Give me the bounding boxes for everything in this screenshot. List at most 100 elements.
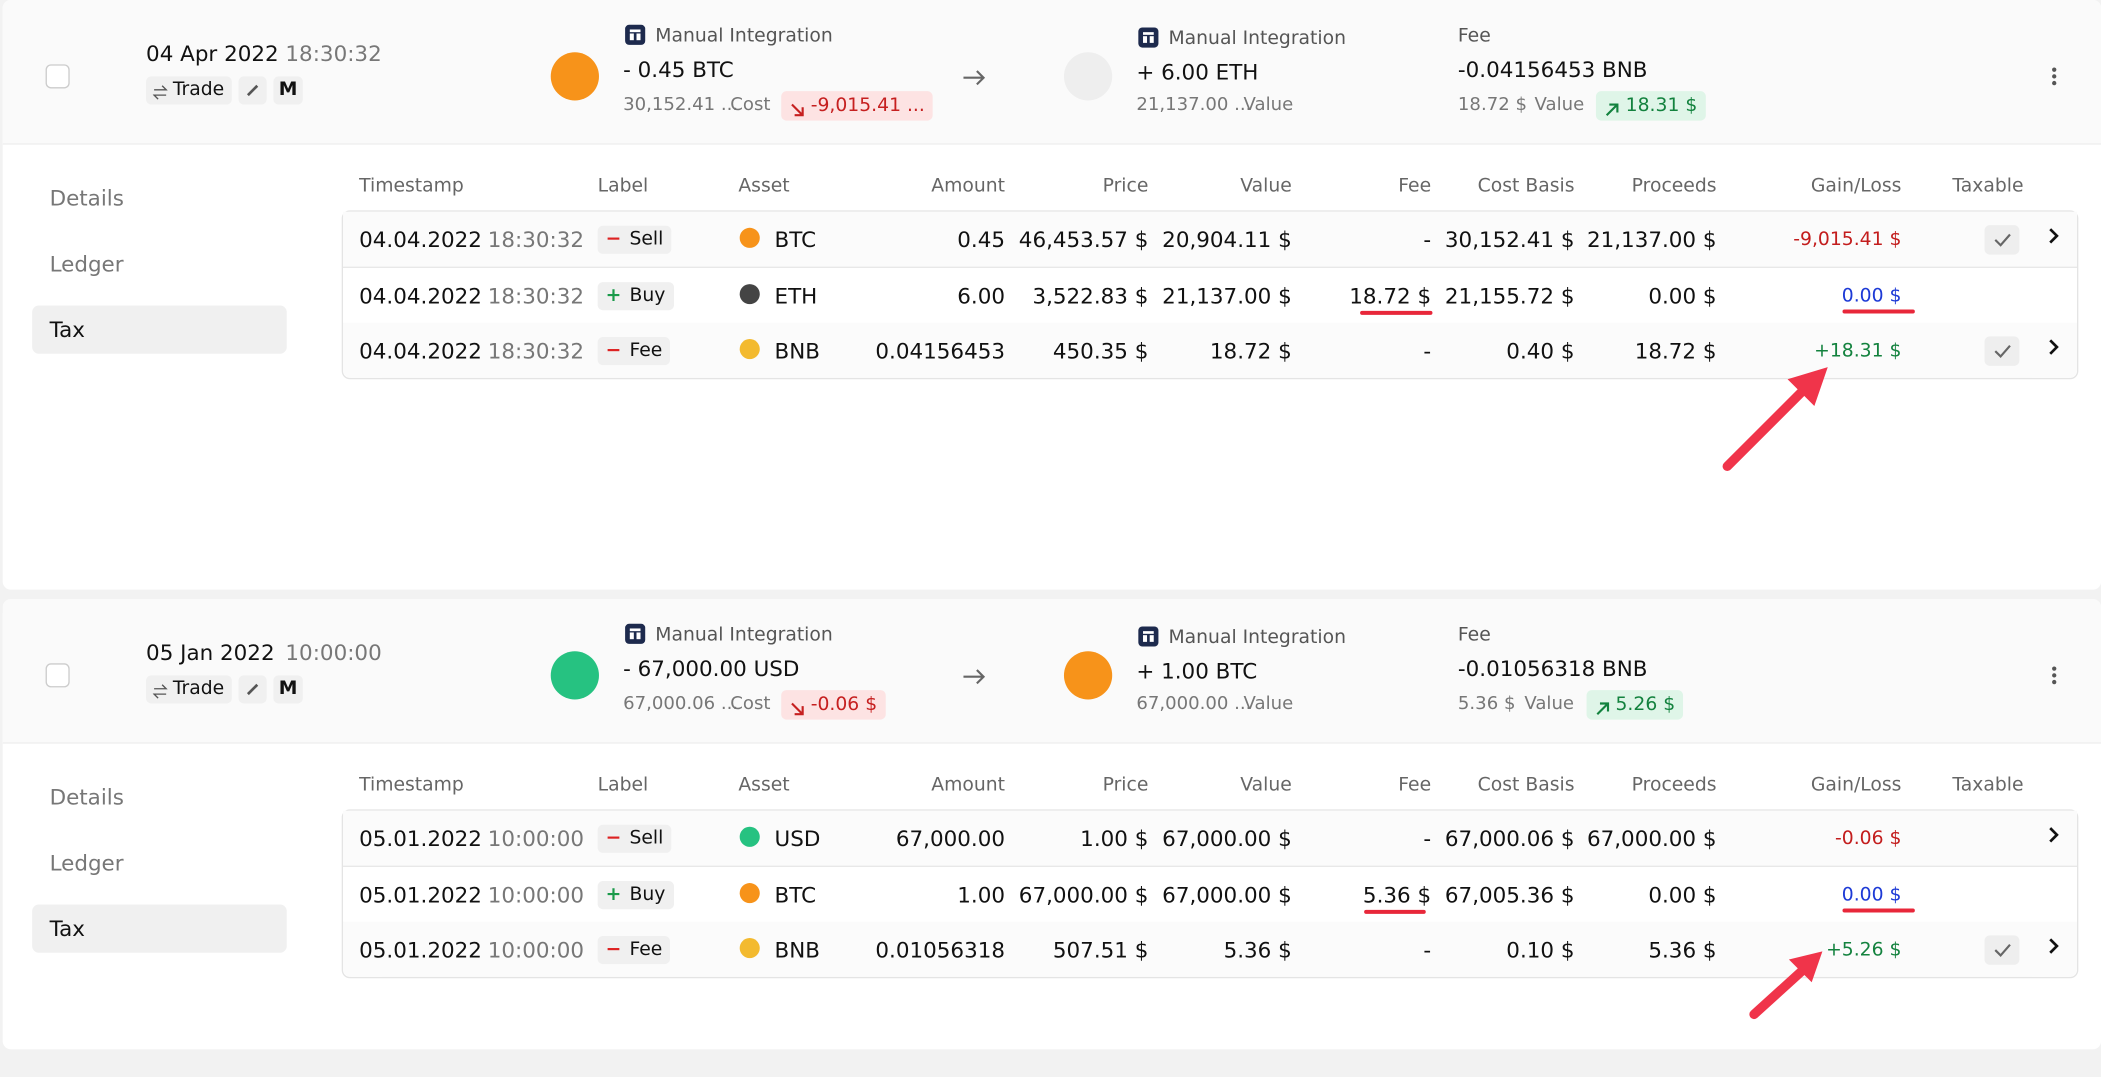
edit-button[interactable] (238, 675, 267, 704)
row-label: − Sell (597, 824, 672, 853)
column-header: Taxable (1952, 175, 2024, 197)
row-date: 04.04.2022 (359, 338, 482, 364)
expand-chevron[interactable] (2048, 336, 2061, 361)
change-arrow (789, 697, 805, 726)
change-arrow (1604, 98, 1620, 127)
taxable-check[interactable] (1984, 225, 2020, 255)
row-value: 20,904.11 $ (1162, 227, 1292, 253)
annotation-underline (1842, 309, 1915, 314)
expand-chevron[interactable] (2048, 935, 2061, 960)
card-inner: 05 Jan 2022 10:00:00 Trade M Manual Integrat… (2, 598, 2101, 1041)
fee-basis: 18.72 $ (1457, 93, 1527, 116)
source-icon (1138, 626, 1159, 653)
row-asset: BTC (774, 881, 817, 908)
row-time: 10:00:00 (487, 881, 585, 908)
row-value: 18.72 $ (1209, 338, 1292, 364)
tab-active-bg (32, 305, 287, 354)
select-checkbox[interactable] (45, 64, 70, 89)
card-header: 05 Jan 2022 10:00:00 Trade M Manual Integrat… (2, 598, 2101, 744)
tab[interactable]: Tax (49, 915, 85, 942)
asset-icon (739, 938, 760, 959)
row-cost-basis: 67,000.06 $ (1444, 826, 1575, 852)
label-sign: − (605, 827, 622, 849)
asset-icon (550, 651, 599, 700)
edit-button[interactable] (238, 76, 267, 105)
type-tag[interactable]: Trade (146, 76, 233, 105)
source-icon (624, 24, 646, 51)
row-cost-basis: 0.40 $ (1506, 338, 1575, 364)
flow-arrow (962, 67, 986, 92)
row-cost-basis: 21,155.72 $ (1444, 282, 1575, 309)
tab[interactable]: Details (49, 784, 124, 811)
label-sign: − (605, 938, 622, 961)
more-menu[interactable] (2048, 66, 2061, 93)
row-time: 10:00:00 (487, 937, 585, 963)
column-header: Price (1102, 175, 1149, 197)
column-header: Timestamp (359, 175, 464, 197)
column-header: Label (597, 175, 649, 197)
source: Manual Integration (655, 25, 833, 47)
column-header: Proceeds (1631, 774, 1717, 796)
row-proceeds: 0.00 $ (1648, 282, 1717, 309)
row-gain-loss: 0.00 $ (1841, 284, 1902, 307)
amount: + 6.00 ETH (1136, 59, 1259, 86)
basis: 67,000.00 ... (1136, 692, 1252, 715)
row-price: 67,000.00 $ (1018, 881, 1149, 908)
source: Manual Integration (655, 624, 833, 646)
column-header: Cost Basis (1477, 175, 1575, 197)
tax-table: 05.01.2022 10:00:00− Sell USD 67,000.00 1.00 … (341, 809, 2079, 979)
swap-icon (152, 82, 168, 110)
fee-label: Fee (1457, 25, 1491, 47)
taxable-check[interactable] (1984, 336, 2020, 366)
row-date: 04.04.2022 (359, 282, 482, 309)
row-cost-basis: 67,005.36 $ (1444, 881, 1575, 908)
change-badge: -0.06 $ (781, 690, 886, 720)
tab[interactable]: Ledger (49, 251, 124, 277)
change-arrow (789, 98, 805, 127)
row-time: 10:00:00 (487, 826, 585, 852)
row-price: 3,522.83 $ (1032, 282, 1149, 309)
fee-basis-label: Value (1534, 93, 1585, 116)
asset-icon (1063, 651, 1113, 700)
row-amount: 0.01056318 (875, 937, 1005, 963)
row-label: − Fee (597, 337, 671, 366)
annotation-underline (1842, 908, 1915, 913)
row-asset: BNB (774, 937, 820, 963)
tab[interactable]: Tax (49, 316, 85, 343)
column-header: Asset (738, 175, 790, 197)
more-menu[interactable] (2048, 665, 2061, 692)
row-gain-loss: -9,015.41 $ (1793, 229, 1902, 251)
fee-label: Fee (1457, 624, 1491, 646)
tab[interactable]: Ledger (49, 850, 124, 876)
type-tag[interactable]: Trade (146, 675, 233, 704)
asset-icon (739, 882, 760, 903)
column-header: Asset (738, 774, 790, 796)
column-header: Fee (1398, 774, 1432, 796)
expand-chevron[interactable] (2048, 824, 2061, 849)
tab[interactable]: Details (49, 185, 124, 212)
label-text: Sell (629, 228, 664, 250)
column-header: Cost Basis (1477, 774, 1575, 796)
select-checkbox[interactable] (45, 663, 70, 688)
card-header: 04 Apr 2022 18:30:32 Trade M Manual Integrat… (2, 0, 2101, 145)
amount: - 67,000.00 USD (623, 655, 800, 682)
expand-chevron[interactable] (2048, 225, 2061, 250)
manual-tag: M (273, 76, 303, 105)
taxable-check[interactable] (1984, 935, 2020, 965)
change-badge: -9,015.41 ... (781, 91, 933, 121)
tax-table: 04.04.2022 18:30:32− Sell BTC 0.45 46,453.57 … (341, 210, 2079, 380)
row-price: 450.35 $ (1052, 338, 1149, 364)
column-header: Amount (931, 175, 1005, 197)
row-proceeds: 67,000.00 $ (1586, 826, 1717, 852)
amount: + 1.00 BTC (1136, 658, 1258, 685)
time: 18:30:32 (285, 40, 382, 67)
date: 04 Apr 2022 (146, 40, 279, 67)
label-sign: − (605, 339, 622, 362)
row-date: 05.01.2022 (359, 881, 482, 908)
row-label: − Sell (597, 225, 672, 254)
basis-label: Value (1243, 93, 1294, 116)
row-gain-loss: 0.00 $ (1841, 883, 1902, 906)
row-fee: 5.36 $ (1362, 881, 1432, 908)
date: 05 Jan 2022 (146, 639, 275, 666)
annotation-arrow (3, 0, 2101, 1077)
